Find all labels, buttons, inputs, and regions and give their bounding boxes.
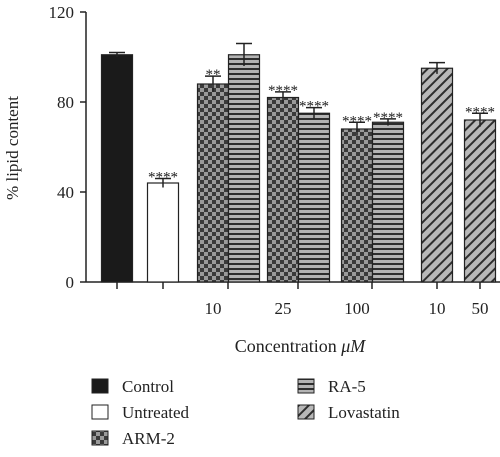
legend: Control Untreated ARM-2 RA-5 Lovastatin: [91, 377, 400, 448]
bars: ****************** **** ****: [100, 42, 497, 283]
bar-group: ****: [297, 99, 331, 283]
bar-group: ****: [463, 104, 497, 283]
significance-label: **: [206, 67, 221, 83]
bar: [266, 96, 300, 283]
bar: [420, 67, 454, 283]
significance-label: ****: [342, 113, 372, 129]
legend-swatch: [297, 378, 315, 394]
bar: [463, 119, 497, 283]
legend-label: Lovastatin: [328, 403, 400, 422]
bar-group: [227, 42, 261, 283]
y-tick-label: 80: [57, 93, 74, 112]
x-tick-label: 50: [472, 299, 489, 318]
bar: [227, 54, 261, 283]
bar-group: ****: [340, 113, 374, 283]
legend-item: RA-5: [297, 377, 366, 396]
legend-label: Untreated: [122, 403, 190, 422]
significance-label: ****: [268, 83, 298, 99]
bar: [196, 83, 230, 283]
x-tick-label: 25: [275, 299, 292, 318]
bar-group: ****: [371, 110, 405, 283]
y-tick-label: 0: [66, 273, 75, 292]
x-axis-label: Concentration μM: [235, 336, 367, 356]
legend-item: Untreated: [91, 403, 190, 422]
bar-group: [100, 51, 134, 283]
legend-item: Lovastatin: [297, 403, 400, 422]
bar-group: [420, 61, 454, 283]
bar: [340, 128, 374, 283]
legend-swatch: [91, 404, 109, 420]
x-tick-label: 10: [429, 299, 446, 318]
bar: [297, 112, 331, 283]
bar: [100, 54, 134, 283]
bar-group: ****: [146, 170, 180, 283]
bar-group: **: [196, 67, 230, 283]
legend-label: RA-5: [328, 377, 366, 396]
bar-group: ****: [266, 83, 300, 283]
significance-label: ****: [299, 99, 329, 115]
significance-label: ****: [465, 104, 495, 120]
y-tick-label: 40: [57, 183, 74, 202]
y-axis-label: % lipid content: [3, 96, 22, 200]
legend-swatch: [91, 430, 109, 446]
legend-label: ARM-2: [122, 429, 175, 448]
x-axis-label-text: Concentration: [235, 336, 341, 356]
legend-item: ARM-2: [91, 429, 175, 448]
legend-swatch: [91, 378, 109, 394]
legend-swatch: [297, 404, 315, 420]
legend-item: Control: [91, 377, 174, 396]
y-tick-label: 120: [49, 3, 75, 22]
significance-label: ****: [373, 110, 403, 126]
x-tick-label: 10: [205, 299, 222, 318]
significance-label: ****: [148, 170, 178, 186]
legend-label: Control: [122, 377, 174, 396]
tick-labels: 0 40 80 120 10 25 100 10 50: [49, 3, 489, 318]
bar: [146, 182, 180, 283]
bar: [371, 121, 405, 283]
x-axis-label-unit: μM: [340, 336, 366, 356]
x-tick-label: 100: [344, 299, 370, 318]
